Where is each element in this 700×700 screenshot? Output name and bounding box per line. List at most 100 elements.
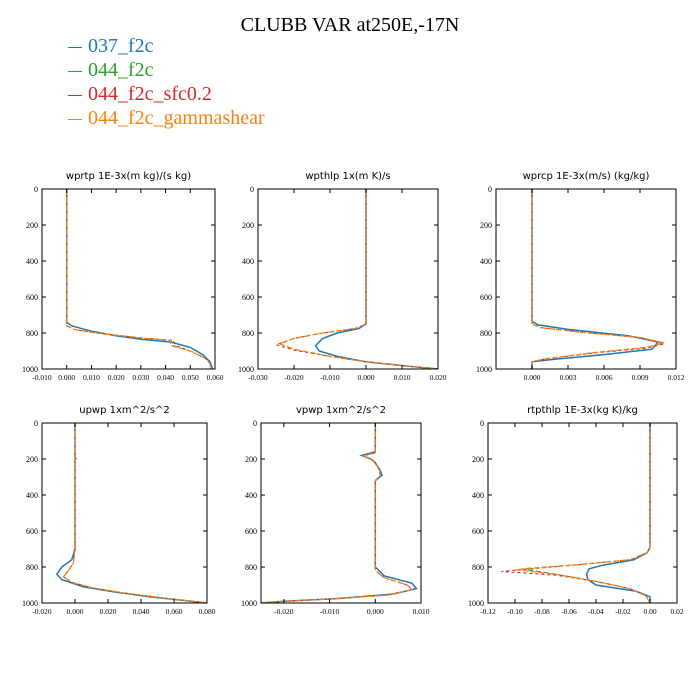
x-tick-label: 0.00 [643, 607, 656, 616]
series-line-044_f2c [66, 189, 211, 369]
series-line-044_f2c_sfc0.2 [261, 423, 413, 603]
x-tick-label: 0.009 [632, 373, 649, 382]
y-tick-label: 600 [472, 527, 484, 536]
y-tick-label: 600 [26, 527, 38, 536]
series-line-044_f2c [261, 423, 413, 603]
series-line-044_f2c [521, 423, 651, 603]
x-tick-label: 0.000 [58, 373, 75, 382]
legend-label: 044_f2c [88, 59, 154, 81]
legend-label: 044_f2c_gammashear [88, 107, 265, 129]
y-tick-label: 800 [472, 563, 484, 572]
y-tick-label: 800 [480, 329, 492, 338]
series-line-044_f2c_gammashear [514, 423, 651, 603]
series-line-044_f2c_gammashear [66, 189, 211, 369]
x-tick-label: -0.12 [480, 607, 496, 616]
y-tick-label: 600 [242, 293, 254, 302]
legend-item: 044_f2c [68, 58, 265, 82]
legend-line-icon [68, 118, 82, 120]
legend-label: 044_f2c_sfc0.2 [88, 83, 212, 105]
y-tick-label: 600 [26, 293, 38, 302]
y-tick-label: 200 [242, 221, 254, 230]
series-line-044_f2c_sfc0.2 [531, 189, 665, 369]
y-tick-label: 1000 [22, 599, 38, 608]
x-tick-label: 0.006 [596, 373, 613, 382]
plot-frame [257, 188, 439, 370]
series-line-044_f2c_sfc0.2 [274, 189, 438, 369]
x-tick-label: 0.060 [166, 607, 183, 616]
legend: 037_f2c 044_f2c 044_f2c_sfc0.2 044_f2c_gamm… [68, 34, 265, 130]
series-line-044_f2c_sfc0.2 [66, 189, 211, 369]
y-tick-label: 0 [34, 419, 38, 428]
panel-title: wpthlp 1x(m K)/s [305, 171, 390, 182]
panel-title: upwp 1xm^2/s^2 [79, 405, 169, 416]
series-line-044_f2c [278, 189, 438, 369]
series-line-044_f2c [62, 423, 207, 603]
x-tick-label: 0.030 [132, 373, 149, 382]
series-line-044_f2c_sfc0.2 [62, 423, 207, 603]
y-tick-label: 0 [253, 419, 257, 428]
legend-line-icon [68, 70, 82, 72]
x-tick-label: 0.012 [668, 373, 685, 382]
plot-frame [260, 422, 422, 604]
panel-title: rtpthlp 1E-3x(kg K)/kg [527, 405, 638, 416]
y-tick-label: 800 [26, 329, 38, 338]
x-tick-label: 0.020 [108, 373, 125, 382]
panel-4: upwp 1xm^2/s^2 0 200 400 600 800 1000-0.020 0.0… [22, 405, 216, 616]
x-tick-label: 0.040 [133, 607, 150, 616]
plot-frame [487, 422, 678, 604]
series-line-037_f2c [314, 189, 438, 369]
plot-frame [41, 422, 208, 604]
panel-title: vpwp 1xm^2/s^2 [296, 405, 386, 416]
series-line-037_f2c [261, 423, 418, 603]
x-tick-label: -0.030 [248, 373, 268, 382]
panel-1: wprtp 1E-3x(m kg)/(s kg) 0 200 400 600 800 100… [22, 171, 224, 382]
y-tick-label: 400 [480, 257, 492, 266]
panel-5: vpwp 1xm^2/s^2 0 200 400 600 800 1000 -0.020 -0.… [241, 405, 430, 616]
x-tick-label: -0.010 [32, 373, 52, 382]
x-tick-label: 0.020 [430, 373, 447, 382]
y-tick-label: 400 [245, 491, 257, 500]
y-tick-label: 600 [480, 293, 492, 302]
x-tick-label: 0.040 [157, 373, 174, 382]
y-tick-label: 200 [26, 455, 38, 464]
legend-line-icon [68, 94, 82, 96]
y-tick-label: 400 [242, 257, 254, 266]
panel-title: wprcp 1E-3x(m/s) (kg/kg) [523, 171, 650, 182]
x-tick-label: 0.020 [100, 607, 117, 616]
x-tick-label: -0.02 [615, 607, 631, 616]
series-line-044_f2c_gammashear [62, 423, 207, 603]
series-line-037_f2c [65, 189, 214, 369]
y-tick-label: 1000 [22, 365, 38, 374]
figure-title: CLUBB VAR at250E,-17N [240, 14, 460, 36]
y-tick-label: 0 [488, 185, 492, 194]
x-tick-label: 0.000 [524, 373, 541, 382]
legend-line-icon [68, 46, 82, 48]
legend-label: 037_f2c [88, 35, 154, 57]
series-line-037_f2c [55, 423, 207, 603]
x-tick-label: 0.010 [83, 373, 100, 382]
y-tick-label: 1000 [241, 599, 257, 608]
series-line-037_f2c [585, 423, 651, 603]
x-tick-label: 0.000 [367, 607, 384, 616]
panel-title: wprtp 1E-3x(m kg)/(s kg) [66, 171, 191, 182]
x-tick-label: -0.10 [507, 607, 523, 616]
y-tick-label: 800 [242, 329, 254, 338]
x-tick-label: 0.080 [199, 607, 216, 616]
y-tick-label: 1000 [476, 365, 492, 374]
x-tick-label: 0.010 [394, 373, 411, 382]
y-tick-label: 200 [472, 455, 484, 464]
y-tick-label: 1000 [238, 365, 254, 374]
panel-2: wpthlp 1x(m K)/s 0 200 400 600 800 1000-0.030 -… [238, 171, 447, 382]
x-tick-label: 0.060 [207, 373, 224, 382]
x-tick-label: -0.020 [284, 373, 304, 382]
y-tick-label: 800 [245, 563, 257, 572]
y-tick-label: 200 [26, 221, 38, 230]
series-line-037_f2c [531, 189, 660, 369]
x-tick-label: 0.050 [182, 373, 199, 382]
x-tick-label: 0.000 [358, 373, 375, 382]
y-tick-label: 200 [480, 221, 492, 230]
y-tick-label: 200 [245, 455, 257, 464]
series-line-044_f2c [531, 189, 665, 369]
y-tick-label: 0 [34, 185, 38, 194]
